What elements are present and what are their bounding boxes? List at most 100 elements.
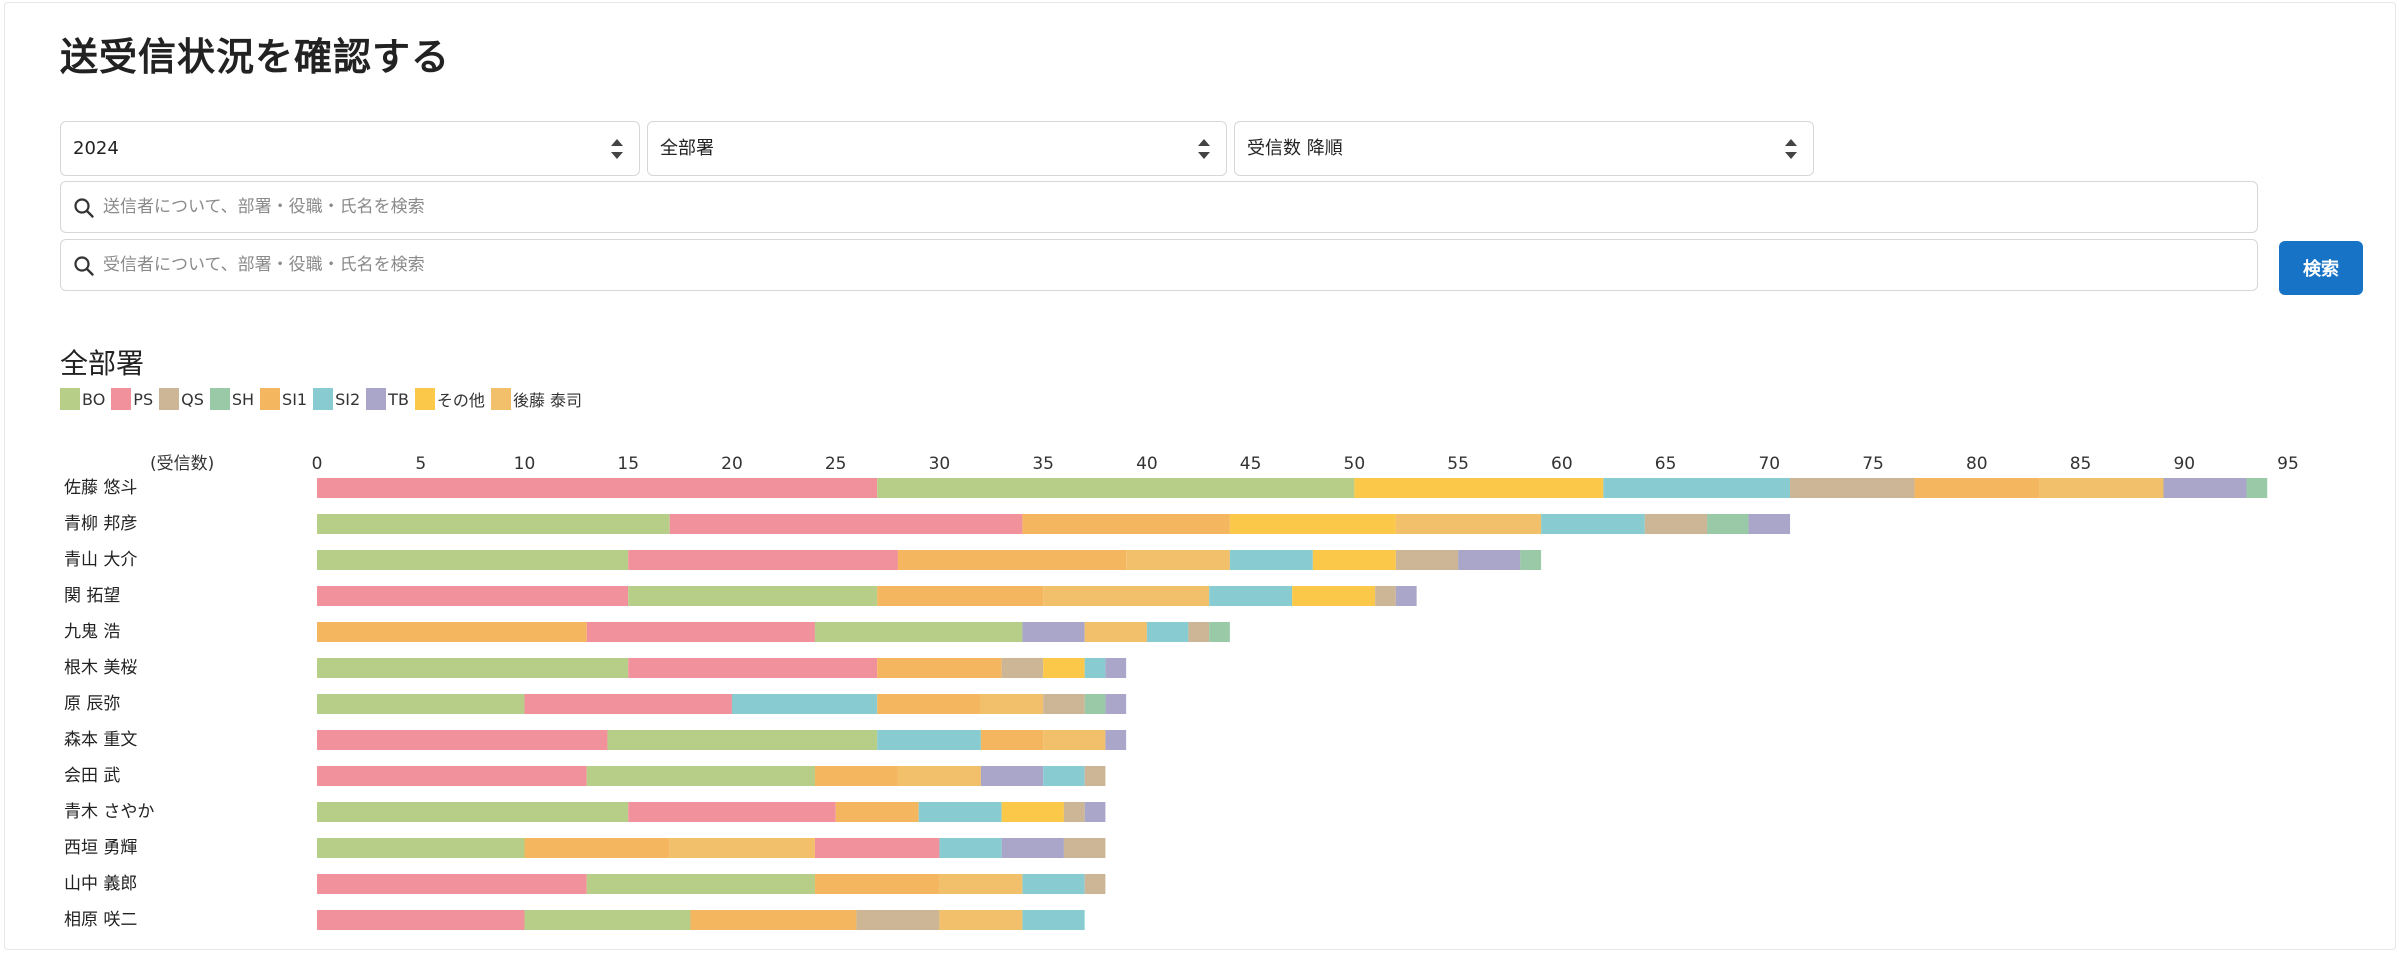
legend-swatch xyxy=(366,388,387,410)
bar-segment xyxy=(1043,730,1106,750)
bar-segment xyxy=(1022,874,1085,894)
chart-legend: BO PS QS SH SI1 SI2 TB その他 後藤 泰司 xyxy=(60,387,588,411)
category-label: 相原 咲二 xyxy=(64,910,137,930)
bar-segment xyxy=(877,478,1355,498)
legend-item[interactable]: その他 xyxy=(414,387,485,411)
bar-segment xyxy=(2246,478,2268,498)
bar-segment xyxy=(1375,586,1396,606)
search-button[interactable]: 検索 xyxy=(2279,241,2363,295)
bar-segment xyxy=(1312,550,1396,570)
x-tick-label: 5 xyxy=(415,454,426,474)
bar-segment xyxy=(1209,586,1293,606)
bar-segment xyxy=(1084,622,1147,642)
x-tick-label: 30 xyxy=(929,454,951,474)
bar-segment xyxy=(1043,766,1085,786)
bar-segment xyxy=(1084,802,1106,822)
bar-segment xyxy=(524,694,732,714)
legend-swatch xyxy=(111,388,132,410)
bar-segment xyxy=(669,514,1023,534)
category-label: 青木 さやか xyxy=(64,802,154,822)
bar-segment xyxy=(690,910,857,930)
bar-segment xyxy=(317,910,525,930)
x-tick-label: 55 xyxy=(1447,454,1469,474)
department-select-value: 全部署 xyxy=(660,138,714,159)
bar-segment xyxy=(1914,478,2040,498)
bar-segment xyxy=(1146,622,1189,642)
select-caret-icon xyxy=(1785,139,1797,159)
category-label: 西垣 勇輝 xyxy=(64,838,137,858)
legend-item[interactable]: 後藤 泰司 xyxy=(490,387,582,411)
chart-title: 全部署 xyxy=(60,347,145,380)
search-icon xyxy=(74,256,94,276)
bar-segment xyxy=(1644,514,1708,534)
bar-segment xyxy=(814,766,898,786)
bar-segment xyxy=(1458,550,1521,570)
x-tick-label: 90 xyxy=(2173,454,2195,474)
legend-swatch xyxy=(414,388,435,410)
year-select[interactable]: 2024 xyxy=(60,121,640,176)
legend-item[interactable]: TB xyxy=(366,388,409,410)
bar-segment xyxy=(317,550,629,570)
bar-segment xyxy=(877,694,981,714)
legend-swatch xyxy=(209,388,230,410)
year-select-value: 2024 xyxy=(73,138,119,159)
bar-segment xyxy=(877,586,1044,606)
legend-item[interactable]: SH xyxy=(209,388,254,410)
department-select[interactable]: 全部署 xyxy=(647,121,1227,176)
sort-select[interactable]: 受信数 降順 xyxy=(1234,121,1814,176)
bar-segment xyxy=(1395,514,1542,534)
y-axis-label: (受信数) xyxy=(150,454,214,474)
bar-segment xyxy=(980,766,1044,786)
x-tick-label: 50 xyxy=(1344,454,1366,474)
bar-segment xyxy=(607,730,878,750)
bar-segment xyxy=(1188,622,1210,642)
bar-segment xyxy=(980,694,1044,714)
category-label: 佐藤 悠斗 xyxy=(64,478,137,498)
bar-segment xyxy=(731,694,878,714)
legend-item[interactable]: SI2 xyxy=(313,388,360,410)
legend-item[interactable]: PS xyxy=(111,388,153,410)
sender-search-input[interactable] xyxy=(103,190,2203,224)
bar-segment xyxy=(2163,478,2247,498)
bar-segment xyxy=(1022,622,1085,642)
search-icon xyxy=(74,198,94,218)
bar-segment xyxy=(1043,658,1085,678)
select-caret-icon xyxy=(611,139,623,159)
bar-segment xyxy=(1043,586,1210,606)
sender-search-box[interactable] xyxy=(60,181,2258,233)
x-tick-label: 45 xyxy=(1240,454,1262,474)
legend-label: PS xyxy=(133,389,154,409)
x-tick-label: 0 xyxy=(312,454,323,474)
category-label: 根木 美桜 xyxy=(64,658,137,678)
bar-segment xyxy=(1748,514,1791,534)
legend-item[interactable]: SI1 xyxy=(260,388,307,410)
bar-segment xyxy=(628,586,878,606)
bar-segment xyxy=(317,694,525,714)
bar-segment xyxy=(1084,766,1106,786)
x-tick-label: 85 xyxy=(2070,454,2092,474)
bar-segment xyxy=(1707,514,1749,534)
bar-segment xyxy=(1229,550,1313,570)
bar-segment xyxy=(1001,658,1044,678)
legend-swatch xyxy=(313,388,334,410)
bar-segment xyxy=(1229,514,1396,534)
x-tick-label: 35 xyxy=(1032,454,1054,474)
bar-segment xyxy=(317,766,587,786)
legend-item[interactable]: BO xyxy=(60,388,105,410)
bar-segment xyxy=(317,838,525,858)
bar-segment xyxy=(1105,730,1127,750)
bar-segment xyxy=(897,766,981,786)
legend-item[interactable]: QS xyxy=(159,388,204,410)
receiver-search-input[interactable] xyxy=(103,248,2203,282)
legend-label: QS xyxy=(181,389,204,409)
bar-segment xyxy=(586,874,815,894)
bar-segment xyxy=(524,838,670,858)
bar-segment xyxy=(939,874,1023,894)
bar-segment xyxy=(1063,802,1085,822)
bar-segment xyxy=(1541,514,1645,534)
legend-label: その他 xyxy=(436,391,485,410)
x-tick-label: 25 xyxy=(825,454,847,474)
bar-segment xyxy=(1084,874,1106,894)
receiver-search-box[interactable] xyxy=(60,239,2258,291)
legend-swatch xyxy=(260,388,281,410)
